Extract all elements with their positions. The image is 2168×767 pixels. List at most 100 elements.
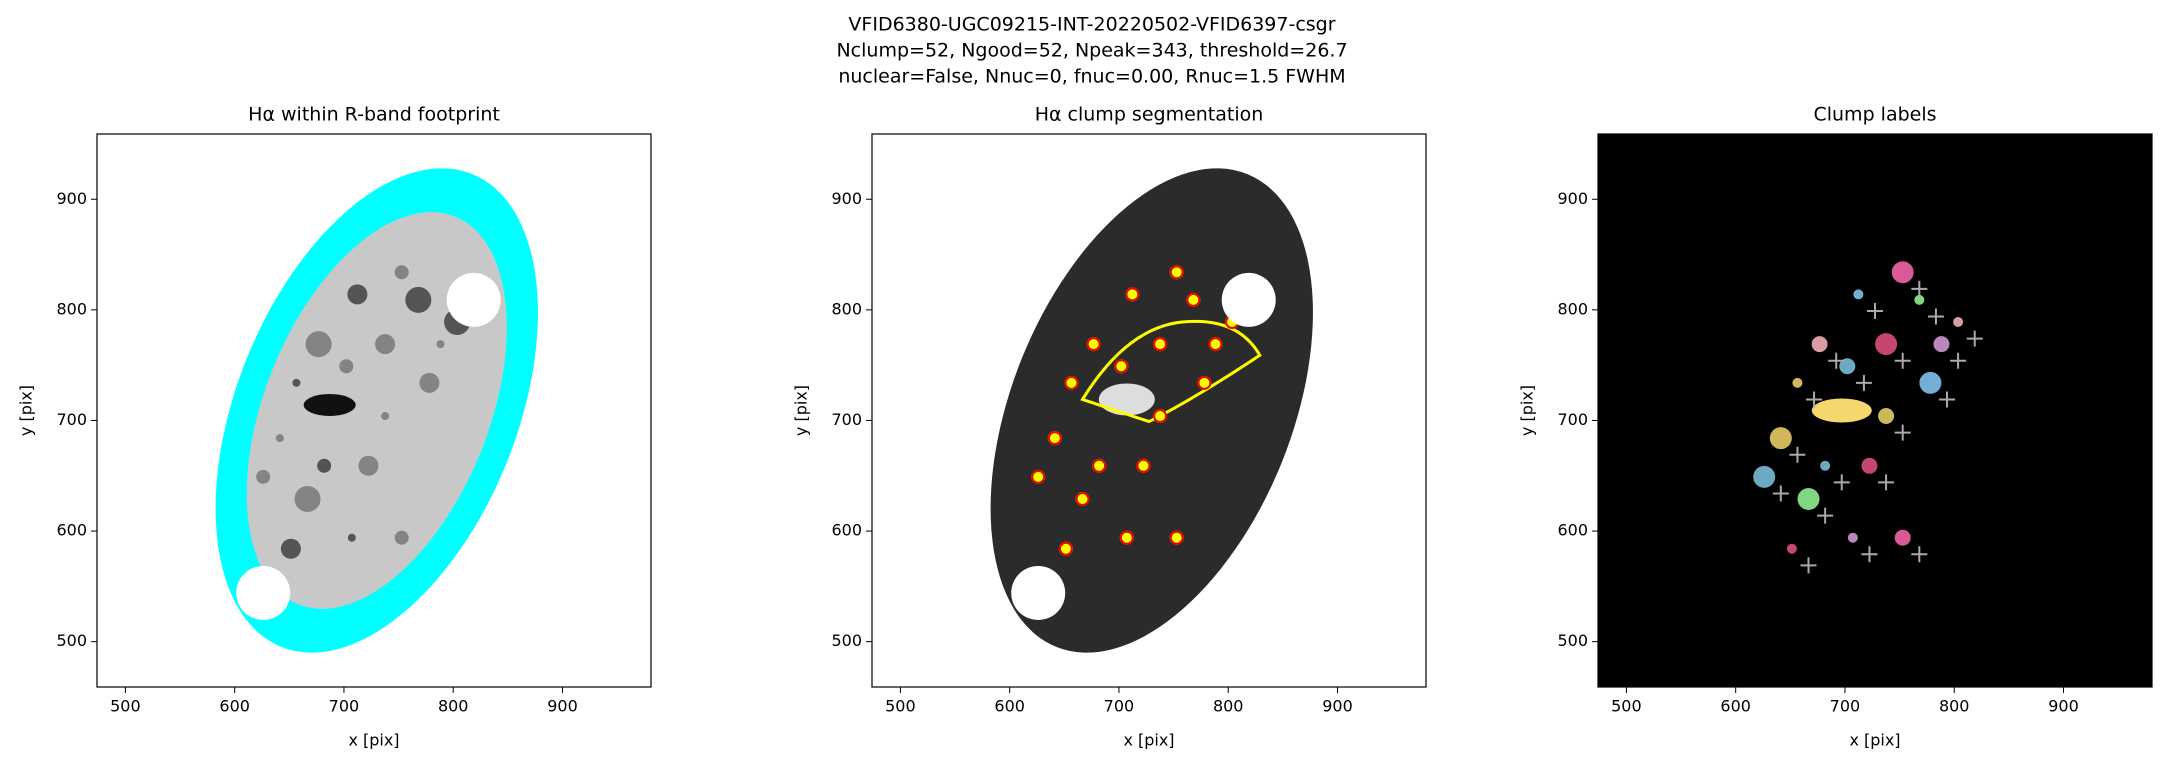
clump xyxy=(1186,292,1201,307)
clump xyxy=(1086,337,1101,352)
core xyxy=(303,393,356,416)
label-region xyxy=(1811,336,1828,353)
label-region xyxy=(1878,408,1895,425)
y-tick-label: 600 xyxy=(831,521,862,540)
label-region xyxy=(1847,532,1858,543)
emission-spot xyxy=(275,434,284,443)
x-tick-label: 800 xyxy=(438,697,469,716)
x-tick-label: 800 xyxy=(1213,697,1244,716)
emission-spot xyxy=(347,284,368,305)
label-region xyxy=(1914,294,1925,305)
label-region xyxy=(1839,358,1856,375)
clump-marker xyxy=(1114,359,1129,374)
clump-marker xyxy=(1136,458,1151,473)
clump xyxy=(1169,265,1184,280)
y-tick-label: 800 xyxy=(56,299,87,318)
emission-spot xyxy=(358,455,379,476)
y-tick-label: 500 xyxy=(56,631,87,650)
y-tick-label: 900 xyxy=(56,189,87,208)
label-region xyxy=(1933,336,1950,353)
clump xyxy=(1136,458,1151,473)
x-tick-label: 900 xyxy=(2048,697,2079,716)
clump-marker xyxy=(1153,337,1168,352)
emission-spot xyxy=(292,378,301,387)
x-tick-label: 700 xyxy=(329,697,360,716)
mask-cut xyxy=(1221,272,1276,327)
clump xyxy=(1197,375,1212,390)
y-axis-label: y [pix] xyxy=(17,385,36,436)
label-region xyxy=(1786,543,1797,554)
peak-marker xyxy=(1894,424,1911,441)
y-axis-label: y [pix] xyxy=(792,385,811,436)
emission-spot xyxy=(339,359,354,374)
peak-marker xyxy=(1911,546,1928,563)
clump xyxy=(1208,337,1223,352)
emission-spot xyxy=(394,530,409,545)
peak-marker xyxy=(1833,474,1850,491)
emission-spot xyxy=(317,458,332,473)
x-tick-label: 600 xyxy=(994,697,1025,716)
core xyxy=(1098,383,1155,416)
peak-marker xyxy=(1806,391,1823,408)
emission-spot xyxy=(305,331,332,358)
emission-spot xyxy=(256,469,271,484)
emission-spot xyxy=(381,412,390,421)
figure-title: Nclump=52, Ngood=52, Npeak=343, threshol… xyxy=(836,40,1347,62)
x-tick-label: 700 xyxy=(1830,697,1861,716)
clump xyxy=(1047,431,1062,446)
clump-marker xyxy=(1153,409,1168,424)
peak-marker xyxy=(1939,391,1956,408)
x-tick-label: 800 xyxy=(1939,697,1970,716)
x-tick-label: 500 xyxy=(885,697,916,716)
clump xyxy=(1114,359,1129,374)
axes-frame xyxy=(1597,133,2153,688)
clump xyxy=(1058,541,1073,556)
y-axis-label: y [pix] xyxy=(1518,385,1537,436)
clump-marker xyxy=(1086,337,1101,352)
label-region xyxy=(1891,261,1914,284)
y-tick-label: 900 xyxy=(831,189,862,208)
y-tick-label: 500 xyxy=(1557,631,1588,650)
figure-title: nuclear=False, Nnuc=0, fnuc=0.00, Rnuc=1… xyxy=(838,66,1345,88)
figure-title: VFID6380-UGC09215-INT-20220502-VFID6397-… xyxy=(848,14,1335,36)
x-axis-label: x [pix] xyxy=(1849,731,1900,750)
x-tick-label: 500 xyxy=(1611,697,1642,716)
panel-title: Hα clump segmentation xyxy=(1035,104,1264,126)
emission-spot xyxy=(375,334,396,355)
axes-frame xyxy=(871,133,1427,688)
emission-spot xyxy=(294,485,321,512)
peak-marker xyxy=(1789,446,1806,463)
clump xyxy=(1031,469,1046,484)
label-region xyxy=(1797,487,1820,510)
clump-marker xyxy=(1119,530,1134,545)
peak-marker xyxy=(1800,557,1817,574)
x-tick-label: 900 xyxy=(1322,697,1353,716)
emission-spot xyxy=(436,340,445,349)
peak-marker xyxy=(1927,308,1944,325)
panel-image xyxy=(990,168,1313,653)
emission-spot xyxy=(394,265,409,280)
x-axis-label: x [pix] xyxy=(348,731,399,750)
emission-spot xyxy=(347,533,356,542)
clump xyxy=(1092,458,1107,473)
peak-marker xyxy=(1966,330,1983,347)
clump xyxy=(1169,530,1184,545)
clump-marker xyxy=(1075,491,1090,506)
clump-marker xyxy=(1169,530,1184,545)
clump xyxy=(1153,409,1168,424)
x-tick-label: 500 xyxy=(110,697,141,716)
label-region xyxy=(1894,529,1911,546)
peak-marker xyxy=(1950,352,1967,369)
background xyxy=(1598,134,2152,687)
clump xyxy=(1064,375,1079,390)
peak-marker xyxy=(1861,546,1878,563)
clump xyxy=(1075,491,1090,506)
label-region xyxy=(1753,465,1776,488)
peak-marker xyxy=(1772,485,1789,502)
clump-marker xyxy=(1031,469,1046,484)
emission-spot xyxy=(419,372,440,393)
clump xyxy=(1125,287,1140,302)
contour xyxy=(1080,319,1262,424)
emission-spot xyxy=(280,538,301,559)
